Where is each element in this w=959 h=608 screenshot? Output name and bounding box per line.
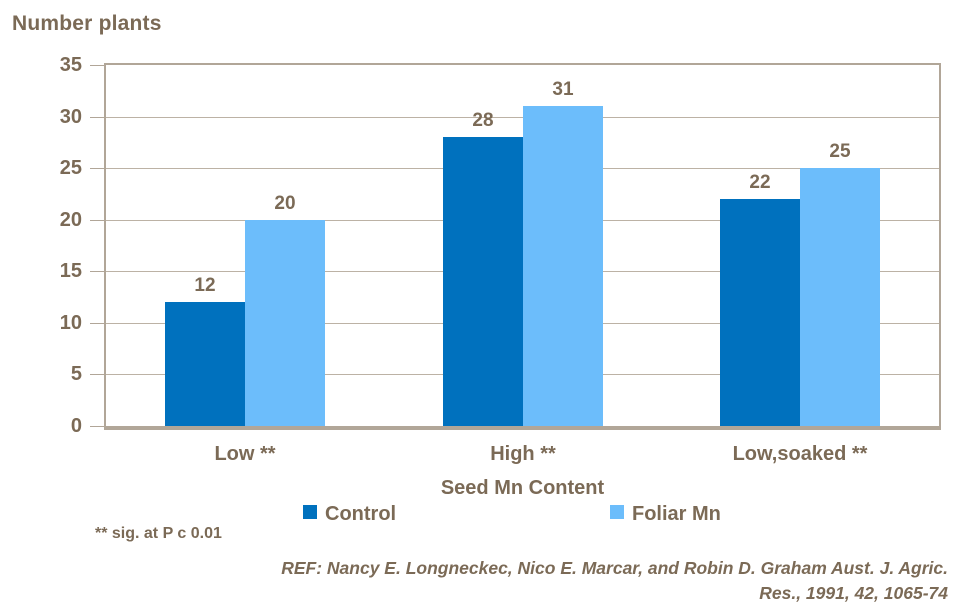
legend-label-control: Control xyxy=(325,503,397,525)
plot-area: 12 28 22 20 31 25 xyxy=(104,63,941,430)
y-tick-label-0: 0 xyxy=(70,415,82,437)
bar-foliar-mn-high xyxy=(523,106,603,426)
bar-foliar-mn-low-soaked xyxy=(800,168,880,426)
legend-swatch-foliar-mn-icon xyxy=(610,505,624,519)
x-category-label-high: High ** xyxy=(490,443,556,465)
y-tick-mark xyxy=(90,271,104,272)
chart-title: Number plants xyxy=(12,12,162,35)
bar-value-label: 12 xyxy=(194,275,216,296)
y-tick-mark xyxy=(90,426,104,427)
y-tick-label-10: 10 xyxy=(59,312,82,334)
y-tick-mark xyxy=(90,65,104,66)
y-tick-mark xyxy=(90,374,104,375)
y-tick-label-30: 30 xyxy=(59,106,82,128)
legend-label-foliar-mn: Foliar Mn xyxy=(632,503,721,525)
reference-line-1: REF: Nancy E. Longneckec, Nico E. Marcar… xyxy=(281,558,948,578)
bar-control-low-soaked xyxy=(720,199,800,426)
y-tick-mark xyxy=(90,220,104,221)
significance-footnote: ** sig. at P c 0.01 xyxy=(95,525,222,542)
y-tick-label-35: 35 xyxy=(59,54,82,76)
gridline-30 xyxy=(106,117,939,118)
bar-value-label: 28 xyxy=(472,110,494,131)
legend-swatch-control-icon xyxy=(303,505,317,519)
y-tick-mark xyxy=(90,117,104,118)
x-category-label-low: Low ** xyxy=(214,443,276,465)
y-tick-label-5: 5 xyxy=(70,363,82,385)
y-tick-mark xyxy=(90,168,104,169)
bar-control-high xyxy=(443,137,523,426)
y-tick-mark xyxy=(90,323,104,324)
bar-value-label: 22 xyxy=(749,172,771,193)
reference-line-2: Res., 1991, 42, 1065-74 xyxy=(759,583,948,603)
legend-item-foliar-mn: Foliar Mn xyxy=(610,503,721,525)
x-axis-title: Seed Mn Content xyxy=(440,477,605,499)
y-tick-label-20: 20 xyxy=(59,209,82,231)
y-tick-label-25: 25 xyxy=(59,157,82,179)
bar-value-label: 20 xyxy=(274,193,296,214)
x-category-label-low-soaked: Low,soaked ** xyxy=(732,443,868,465)
bar-value-label: 31 xyxy=(552,79,574,100)
bar-value-label: 25 xyxy=(829,141,851,162)
bar-foliar-mn-low xyxy=(245,220,325,426)
bar-control-low xyxy=(165,302,245,426)
legend-item-control: Control xyxy=(303,503,396,525)
y-tick-label-15: 15 xyxy=(59,260,82,282)
reference-citation: REF: Nancy E. Longneckec, Nico E. Marcar… xyxy=(120,556,948,606)
